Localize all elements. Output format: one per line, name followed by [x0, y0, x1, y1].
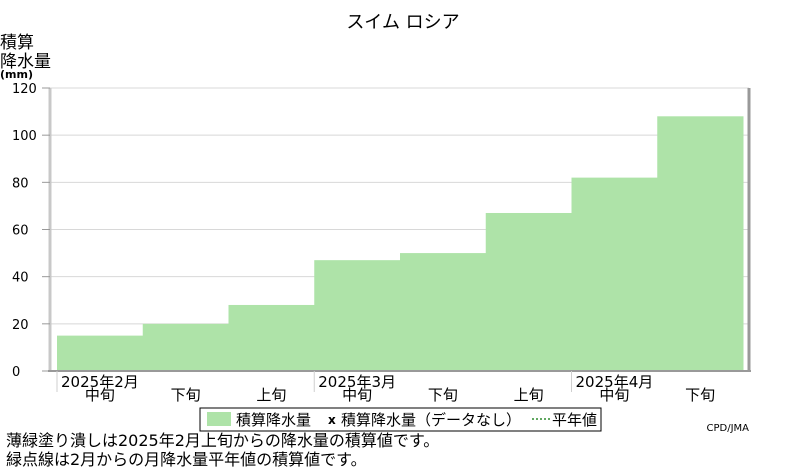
cumulative-bar-3	[228, 304, 315, 371]
legend-box	[199, 407, 602, 432]
y-axis-label-unit: (mm)	[0, 68, 33, 81]
x-dekad-label-3: 上旬	[256, 386, 286, 404]
y-tick-label-100: 100	[12, 129, 37, 144]
y-axis-label-line-2: 降水量	[0, 52, 51, 72]
legend-label-no-data: 積算降水量（データなし）	[341, 411, 521, 429]
cumulative-bar-1	[57, 335, 144, 371]
y-tick-label-20: 20	[12, 318, 29, 333]
y-axis-label-line-1: 積算	[0, 33, 34, 53]
x-dekad-label-8: 下旬	[685, 386, 715, 404]
x-dekad-label-6: 上旬	[514, 386, 544, 404]
credit-label: CPD/JMA	[707, 423, 750, 434]
cumulative-bar-4	[314, 260, 401, 371]
y-tick-label-80: 80	[12, 176, 29, 191]
x-dekad-label-2: 下旬	[171, 386, 201, 404]
cumulative-bar-6	[485, 212, 572, 371]
x-month-label-4: 2025年3月	[318, 373, 396, 391]
x-month-label-7: 2025年4月	[576, 373, 654, 391]
legend-marker-no-data: x	[328, 413, 336, 427]
legend-swatch-cumulative	[207, 412, 231, 426]
y-tick-label-60: 60	[12, 224, 29, 239]
note-normal-line: 緑点線は2月からの月降水量平年値の積算値です。	[6, 450, 367, 469]
cumulative-bar-7	[571, 177, 658, 371]
y-tick-label-0: 0	[12, 365, 20, 380]
cumulative-bar-2	[142, 323, 229, 371]
legend: 積算降水量 x 積算降水量（データなし） 平年値	[199, 407, 602, 432]
note-cumulative-fill: 薄緑塗り潰しは2025年2月上旬からの降水量の積算値です。	[6, 431, 440, 450]
cumulative-bar-5	[400, 253, 487, 371]
x-dekad-label-1: 中旬	[85, 386, 115, 404]
y-tick-label-40: 40	[12, 271, 29, 286]
legend-label-cumulative: 積算降水量	[236, 411, 311, 429]
cumulative-bar-8	[657, 116, 744, 371]
x-dekad-label-4: 中旬	[342, 386, 372, 404]
x-dekad-label-5: 下旬	[428, 386, 458, 404]
chart-title: スイム ロシア	[346, 12, 459, 33]
x-dekad-label-7: 中旬	[599, 386, 629, 404]
y-tick-label-120: 120	[12, 82, 37, 97]
legend-label-normal: 平年値	[552, 411, 597, 429]
x-month-label-1: 2025年2月	[61, 373, 139, 391]
